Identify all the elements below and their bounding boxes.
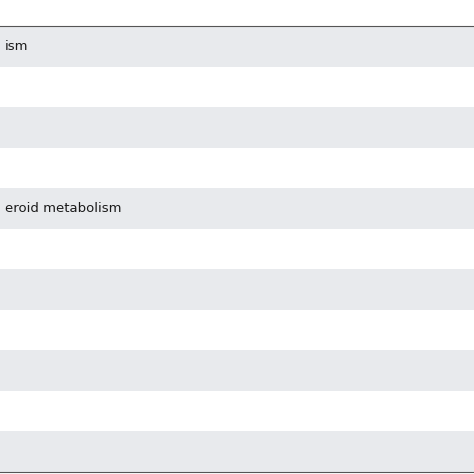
FancyBboxPatch shape: [0, 147, 474, 188]
FancyBboxPatch shape: [0, 26, 474, 66]
FancyBboxPatch shape: [0, 350, 474, 391]
FancyBboxPatch shape: [0, 310, 474, 350]
FancyBboxPatch shape: [0, 269, 474, 310]
FancyBboxPatch shape: [0, 228, 474, 269]
FancyBboxPatch shape: [0, 391, 474, 431]
FancyBboxPatch shape: [0, 431, 474, 472]
FancyBboxPatch shape: [0, 188, 474, 228]
FancyBboxPatch shape: [0, 107, 474, 147]
Text: eroid metabolism: eroid metabolism: [5, 202, 121, 215]
Text: ism: ism: [5, 40, 28, 53]
FancyBboxPatch shape: [0, 66, 474, 107]
